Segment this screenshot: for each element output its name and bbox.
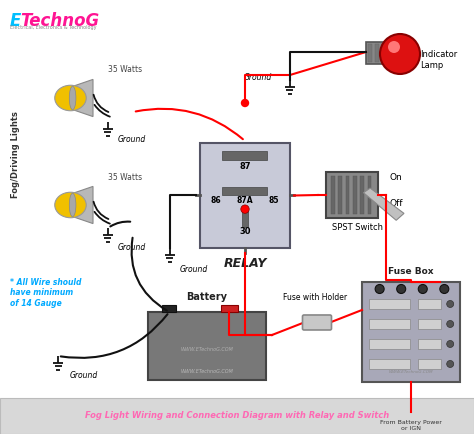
Text: Battery: Battery xyxy=(186,292,228,302)
Text: WWW.ETechnoG.COM: WWW.ETechnoG.COM xyxy=(389,370,433,374)
Bar xyxy=(222,187,267,195)
Bar xyxy=(369,299,410,309)
Bar xyxy=(418,359,441,369)
Circle shape xyxy=(388,41,400,53)
Text: Ground: Ground xyxy=(118,135,146,145)
Circle shape xyxy=(418,284,427,293)
Bar xyxy=(346,176,349,214)
Text: TechnoG: TechnoG xyxy=(20,12,99,30)
Bar xyxy=(221,305,237,312)
Circle shape xyxy=(447,341,454,348)
Bar xyxy=(382,44,386,62)
Text: SPST Switch: SPST Switch xyxy=(332,224,383,233)
Bar xyxy=(418,319,441,329)
Ellipse shape xyxy=(55,192,86,218)
Bar xyxy=(369,359,410,369)
Circle shape xyxy=(447,361,454,368)
Text: Ground: Ground xyxy=(118,243,146,253)
Text: Ground: Ground xyxy=(70,372,98,381)
FancyBboxPatch shape xyxy=(302,315,331,330)
Bar xyxy=(368,176,371,214)
Text: 30: 30 xyxy=(239,227,251,236)
Bar xyxy=(162,305,176,312)
Circle shape xyxy=(241,205,249,214)
Bar xyxy=(222,151,267,160)
Text: Indicator
Lamp: Indicator Lamp xyxy=(420,49,457,70)
Text: Electrical, Electronics & Technology: Electrical, Electronics & Technology xyxy=(10,25,97,30)
Circle shape xyxy=(397,284,406,293)
Text: Off: Off xyxy=(390,200,403,208)
Bar xyxy=(366,42,394,64)
Text: On: On xyxy=(390,174,403,182)
Text: 35 Watts: 35 Watts xyxy=(108,66,142,75)
Bar xyxy=(338,176,342,214)
Text: Ground: Ground xyxy=(180,266,208,274)
Bar xyxy=(369,339,410,349)
Text: Ground: Ground xyxy=(244,73,272,82)
Ellipse shape xyxy=(69,193,76,217)
Text: 35 Watts: 35 Watts xyxy=(108,174,142,182)
Bar xyxy=(148,312,266,380)
Polygon shape xyxy=(72,79,93,117)
Circle shape xyxy=(447,300,454,307)
Bar xyxy=(362,282,460,382)
Text: Fuse with Holder: Fuse with Holder xyxy=(283,293,347,302)
Text: RELAY: RELAY xyxy=(223,257,267,270)
Bar xyxy=(418,339,441,349)
Text: 87A: 87A xyxy=(237,196,253,205)
Text: Fog Light Wiring and Connection Diagram with Relay and Switch: Fog Light Wiring and Connection Diagram … xyxy=(85,411,389,421)
Circle shape xyxy=(440,284,449,293)
Bar xyxy=(0,398,474,434)
Polygon shape xyxy=(364,188,404,220)
Ellipse shape xyxy=(55,85,86,111)
Bar xyxy=(368,44,372,62)
Circle shape xyxy=(241,99,248,106)
Bar xyxy=(331,176,335,214)
Ellipse shape xyxy=(69,86,76,110)
Bar xyxy=(353,176,356,214)
Text: 87: 87 xyxy=(239,161,251,171)
Text: WWW.ETechnoG.COM: WWW.ETechnoG.COM xyxy=(181,369,233,375)
Bar xyxy=(389,44,393,62)
Polygon shape xyxy=(72,186,93,224)
Circle shape xyxy=(380,34,420,74)
Circle shape xyxy=(447,320,454,328)
Text: From Battery Power
or IGN: From Battery Power or IGN xyxy=(380,420,442,431)
Text: E: E xyxy=(10,12,21,30)
Text: Fog/Driving Lights: Fog/Driving Lights xyxy=(11,112,20,198)
Bar xyxy=(326,172,378,218)
Circle shape xyxy=(375,284,384,293)
Bar xyxy=(200,143,290,248)
Bar xyxy=(375,44,379,62)
Text: WWW.ETechnoG.COM: WWW.ETechnoG.COM xyxy=(181,347,233,352)
Text: 86: 86 xyxy=(211,196,221,205)
Bar xyxy=(369,319,410,329)
Text: 85: 85 xyxy=(269,196,279,205)
Text: * All Wire should
have minimum
of 14 Gauge: * All Wire should have minimum of 14 Gau… xyxy=(10,278,82,308)
Bar xyxy=(242,211,248,227)
Bar xyxy=(360,176,364,214)
Bar xyxy=(418,299,441,309)
Text: Fuse Box: Fuse Box xyxy=(388,267,434,276)
